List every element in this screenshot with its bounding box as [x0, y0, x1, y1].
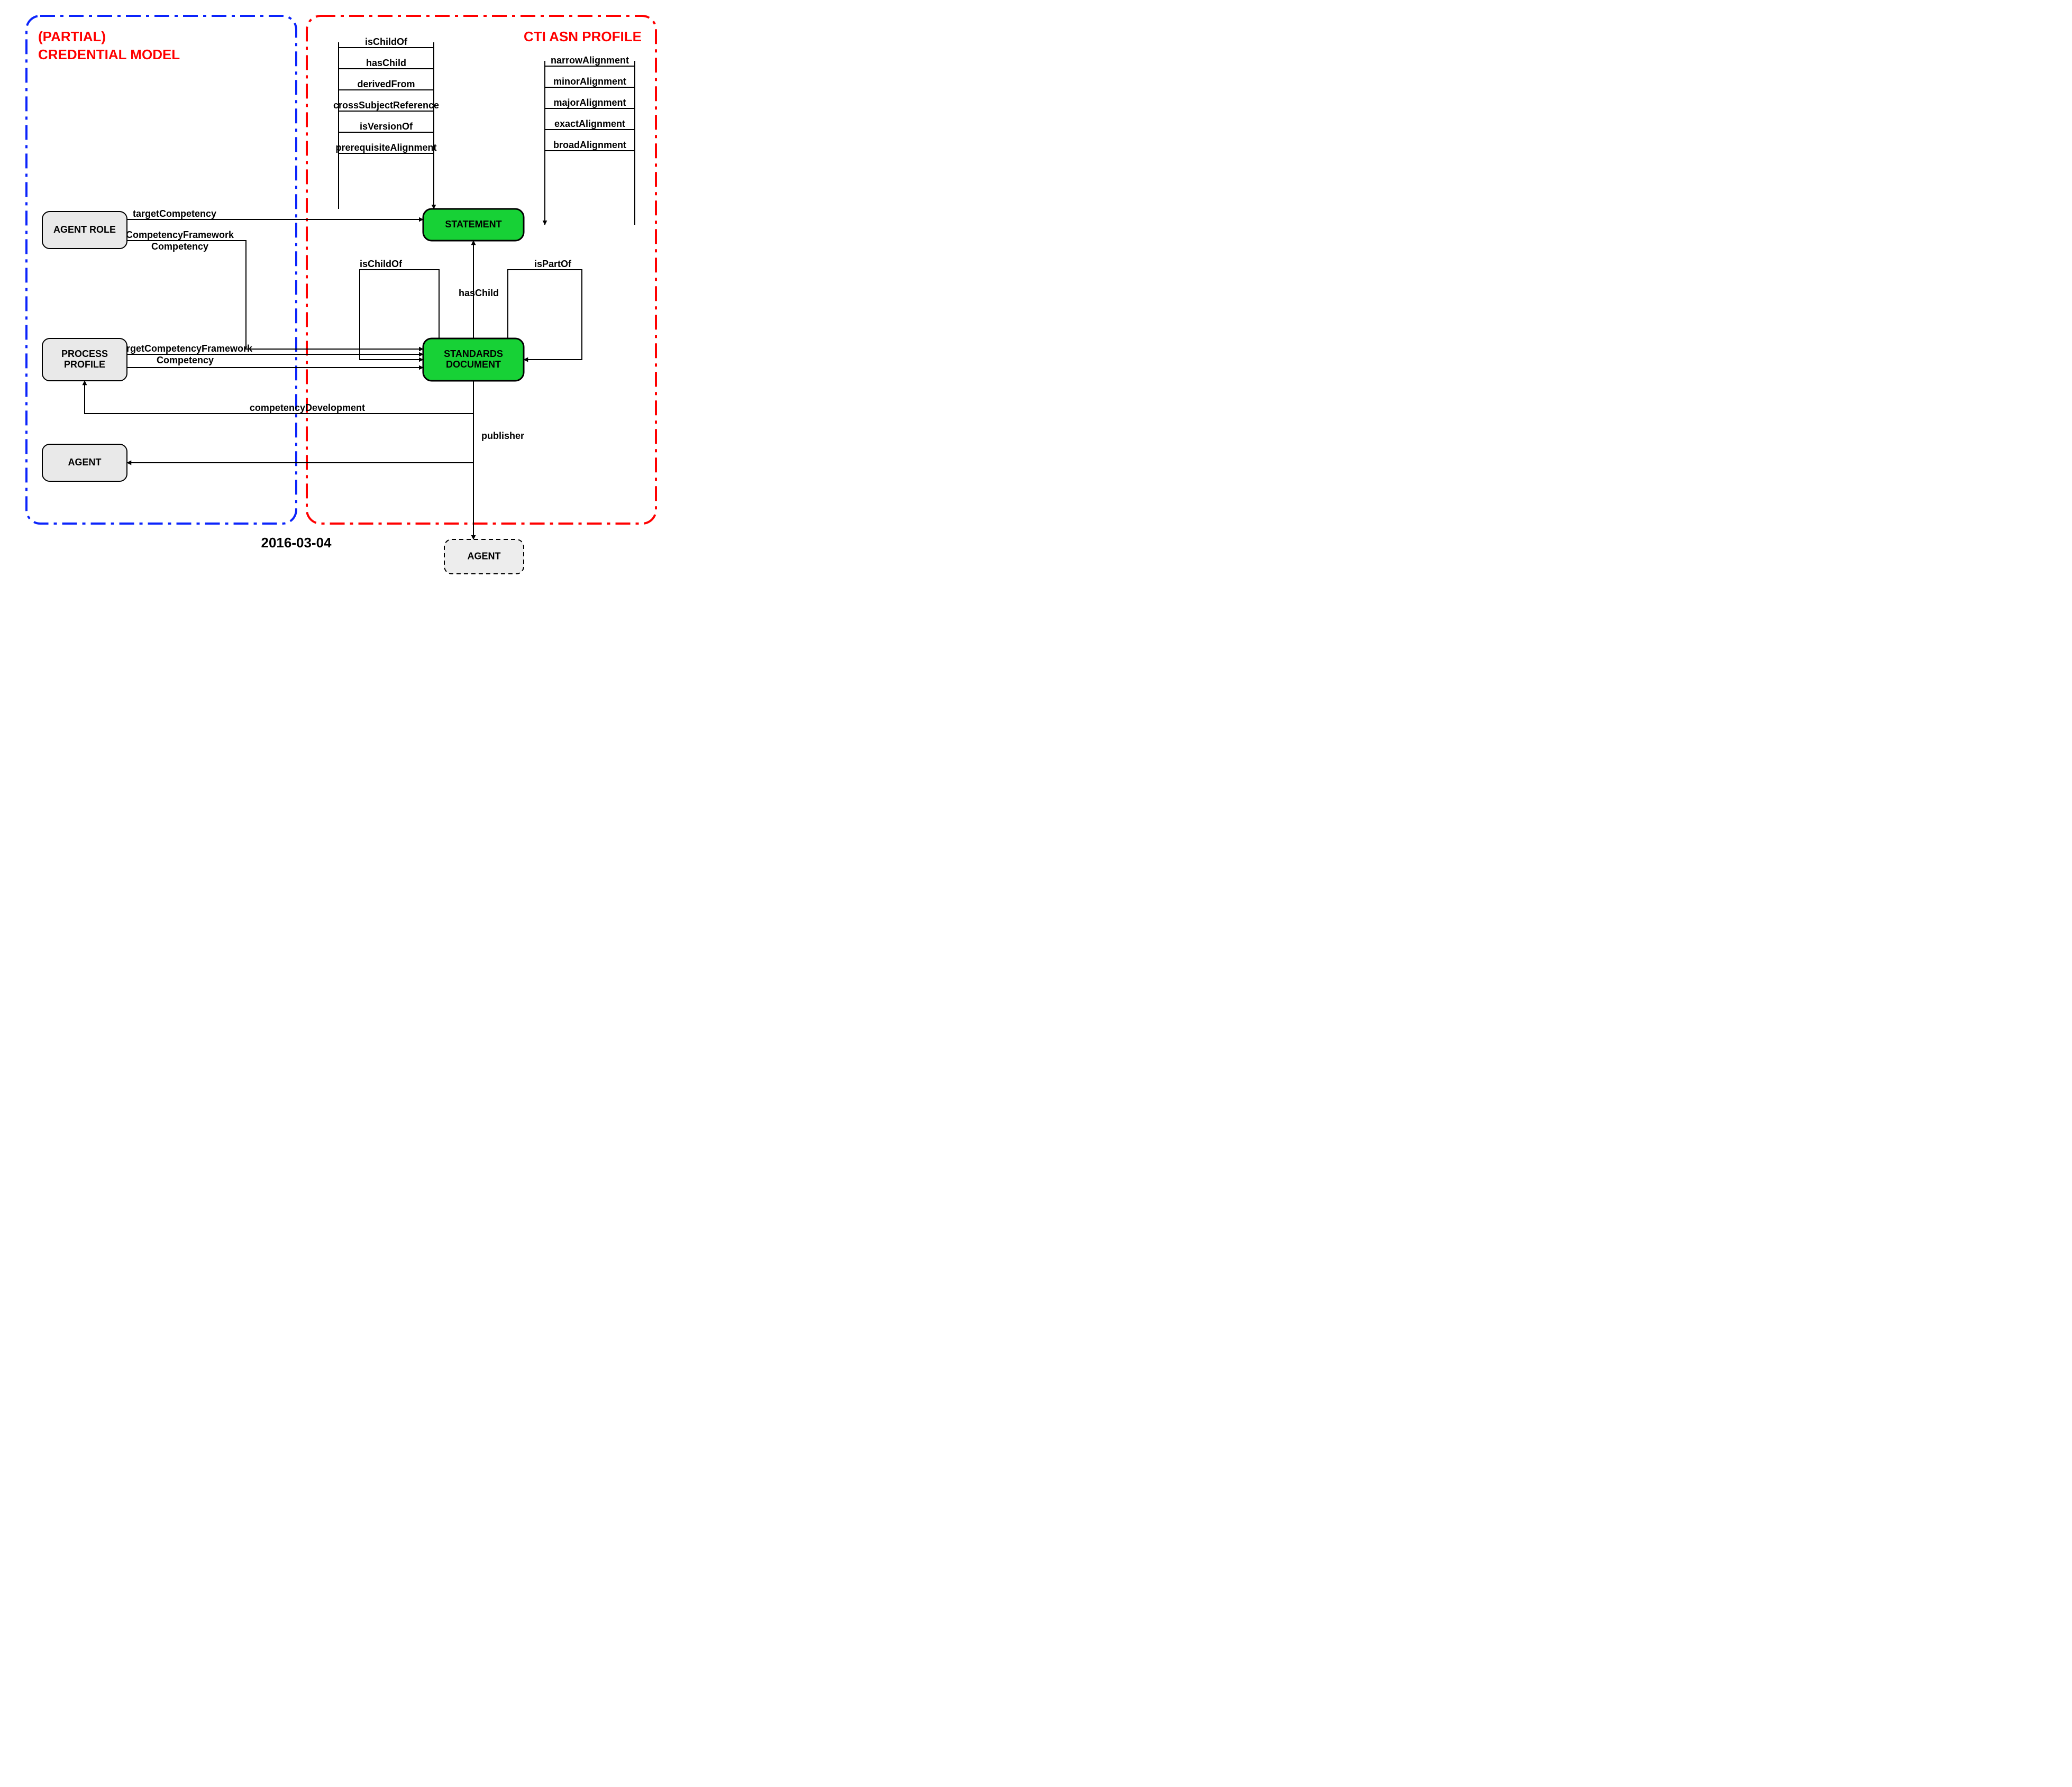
node-agentL: AGENT — [42, 444, 127, 481]
edge-label: targetCompetencyFramework — [118, 343, 253, 354]
edge-label: competencyDevelopment — [250, 402, 365, 413]
stack-label: narrowAlignment — [551, 55, 629, 66]
node-processProf: PROCESSPROFILE — [42, 338, 127, 381]
node-label: AGENT — [68, 457, 102, 468]
node-label: PROCESS — [61, 349, 108, 359]
stack-label: prerequisiteAlignment — [335, 142, 436, 153]
node-label: DOCUMENT — [446, 359, 501, 370]
edge-label: publisher — [481, 430, 524, 441]
stack-label: crossSubjectReference — [333, 100, 439, 111]
stack-label: exactAlignment — [554, 118, 625, 129]
edge-label: Competency — [151, 241, 208, 252]
node-agentR: AGENT — [444, 539, 524, 574]
node-standards: STANDARDSDOCUMENT — [423, 338, 524, 381]
edge-label: targetCompetency — [133, 208, 216, 219]
node-label: AGENT — [468, 551, 501, 561]
stack-label: derivedFrom — [357, 79, 415, 89]
edge-label: CompetencyFramework — [126, 230, 234, 240]
stack-label: isVersionOf — [360, 121, 413, 132]
edge-label: Competency — [157, 355, 214, 365]
node-label: PROFILE — [64, 359, 105, 370]
node-label: STATEMENT — [445, 219, 501, 230]
node-label: STANDARDS — [444, 349, 503, 359]
region-title: CTI ASN PROFILE — [524, 29, 642, 44]
stack-label: isChildOf — [365, 36, 408, 47]
edge — [127, 241, 423, 349]
edge-label: isPartOf — [534, 259, 572, 269]
node-label: AGENT ROLE — [53, 224, 116, 235]
edge-label: hasChild — [459, 288, 499, 298]
node-statement: STATEMENT — [423, 209, 524, 241]
diagram-date: 2016-03-04 — [261, 535, 332, 551]
svg-text:CREDENTIAL MODEL: CREDENTIAL MODEL — [38, 47, 180, 62]
node-agentRole: AGENT ROLE — [42, 212, 127, 249]
stack-label: broadAlignment — [553, 140, 626, 150]
edge — [127, 381, 473, 463]
region-title: (PARTIAL) — [38, 29, 106, 44]
stack-label: hasChild — [366, 58, 406, 68]
stack-label: minorAlignment — [553, 76, 626, 87]
edge-label: isChildOf — [360, 259, 403, 269]
stack-label: majorAlignment — [553, 97, 626, 108]
